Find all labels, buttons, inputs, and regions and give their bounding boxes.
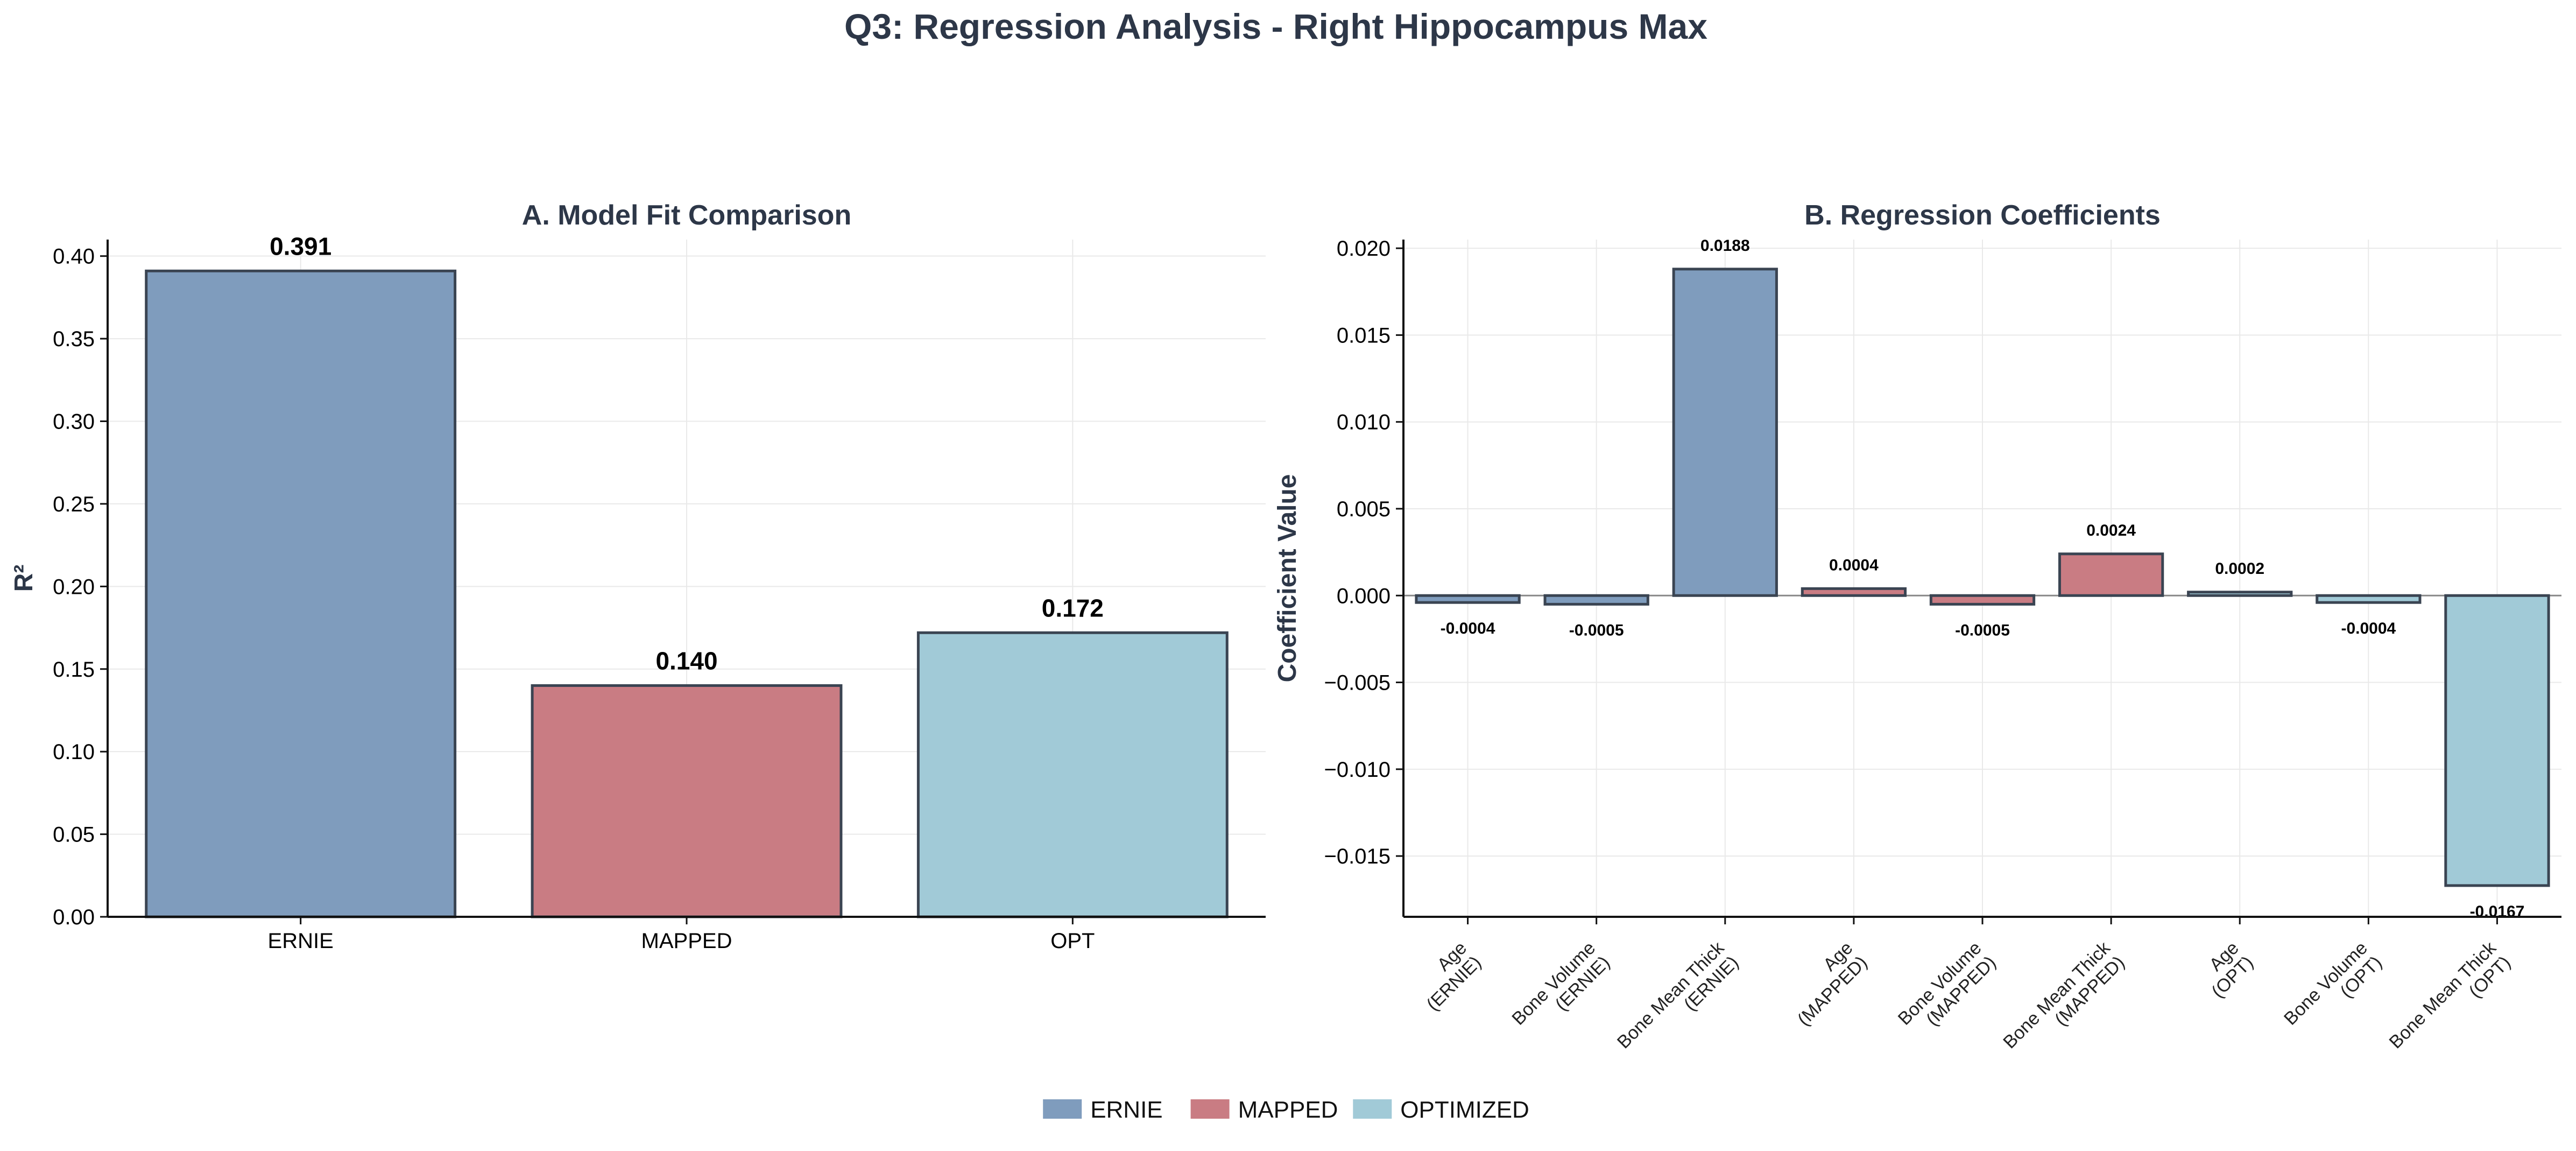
legend-label: MAPPED — [1238, 1097, 1338, 1123]
bar — [2316, 594, 2422, 604]
bar-value-label: -0.0004 — [1441, 620, 1495, 637]
bar — [1929, 594, 2036, 606]
bar — [2187, 591, 2293, 597]
bar — [916, 631, 1229, 918]
bar-value-label: 0.0024 — [2086, 522, 2136, 539]
bar-value-label: -0.0004 — [2341, 620, 2396, 637]
bar — [531, 684, 843, 918]
bar-value-label: 0.0004 — [1829, 556, 1879, 574]
figure-title: Q3: Regression Analysis - Right Hippocam… — [844, 6, 1707, 46]
x-tick-label: OPT — [1050, 929, 1095, 953]
y-tick-label: 0.005 — [1337, 497, 1391, 521]
y-tick-label: 0.10 — [53, 740, 95, 764]
y-tick-label: 0.000 — [1337, 584, 1391, 608]
panel-a-model-fit: 0.391 0.140 0.172 0.00 0.05 0.10 0.15 0.20 0.25 0… — [10, 200, 1266, 953]
legend-label: OPTIMIZED — [1400, 1097, 1529, 1123]
bar-value-label: 0.391 — [270, 232, 331, 260]
panel-b-regression-coefficients: -0.0004 -0.0005 0.0188 0.0004 -0.0005 0.0024 0… — [1273, 200, 2561, 1052]
bar-value-label: 0.0002 — [2215, 560, 2264, 578]
bar-value-label: 0.172 — [1042, 594, 1104, 622]
bar-value-label: -0.0005 — [1569, 621, 1624, 639]
bar-value-label: 0.0188 — [1700, 237, 1750, 255]
y-tick-label: −0.005 — [1324, 671, 1391, 695]
legend-label: ERNIE — [1090, 1097, 1162, 1123]
y-tick-label: 0.20 — [53, 575, 95, 599]
y-tick-label: 0.15 — [53, 658, 95, 682]
y-tick-label: 0.35 — [53, 327, 95, 351]
bar — [2058, 552, 2164, 597]
y-tick-label: 0.40 — [53, 245, 95, 269]
bar — [145, 269, 457, 918]
y-axis-label: R² — [10, 565, 38, 592]
bar — [1801, 587, 1907, 597]
bar — [1672, 268, 1778, 597]
y-tick-label: −0.010 — [1324, 758, 1391, 782]
y-tick-label: 0.30 — [53, 410, 95, 434]
panel-title: B. Regression Coefficients — [1804, 200, 2161, 231]
y-tick-label: 0.05 — [53, 823, 95, 847]
legend-swatch — [1043, 1099, 1082, 1119]
bar-value-label: -0.0005 — [1955, 621, 2010, 639]
legend: ERNIE MAPPED OPTIMIZED — [1043, 1097, 1529, 1123]
x-tick-label: ERNIE — [268, 929, 334, 953]
bar-value-label: 0.140 — [655, 647, 717, 675]
bar — [1415, 594, 1521, 604]
y-tick-label: 0.25 — [53, 493, 95, 516]
y-tick-label: 0.020 — [1337, 237, 1391, 261]
x-tick-label: MAPPED — [641, 929, 732, 953]
legend-swatch — [1353, 1099, 1392, 1119]
y-tick-label: 0.015 — [1337, 324, 1391, 347]
bar — [1543, 594, 1649, 606]
y-tick-label: 0.00 — [53, 906, 95, 929]
legend-swatch — [1190, 1099, 1230, 1119]
bar — [2444, 594, 2550, 887]
panel-title: A. Model Fit Comparison — [522, 200, 851, 231]
y-tick-label: −0.015 — [1324, 845, 1391, 868]
y-axis-label: Coefficient Value — [1273, 474, 1302, 683]
y-tick-label: 0.010 — [1337, 411, 1391, 434]
